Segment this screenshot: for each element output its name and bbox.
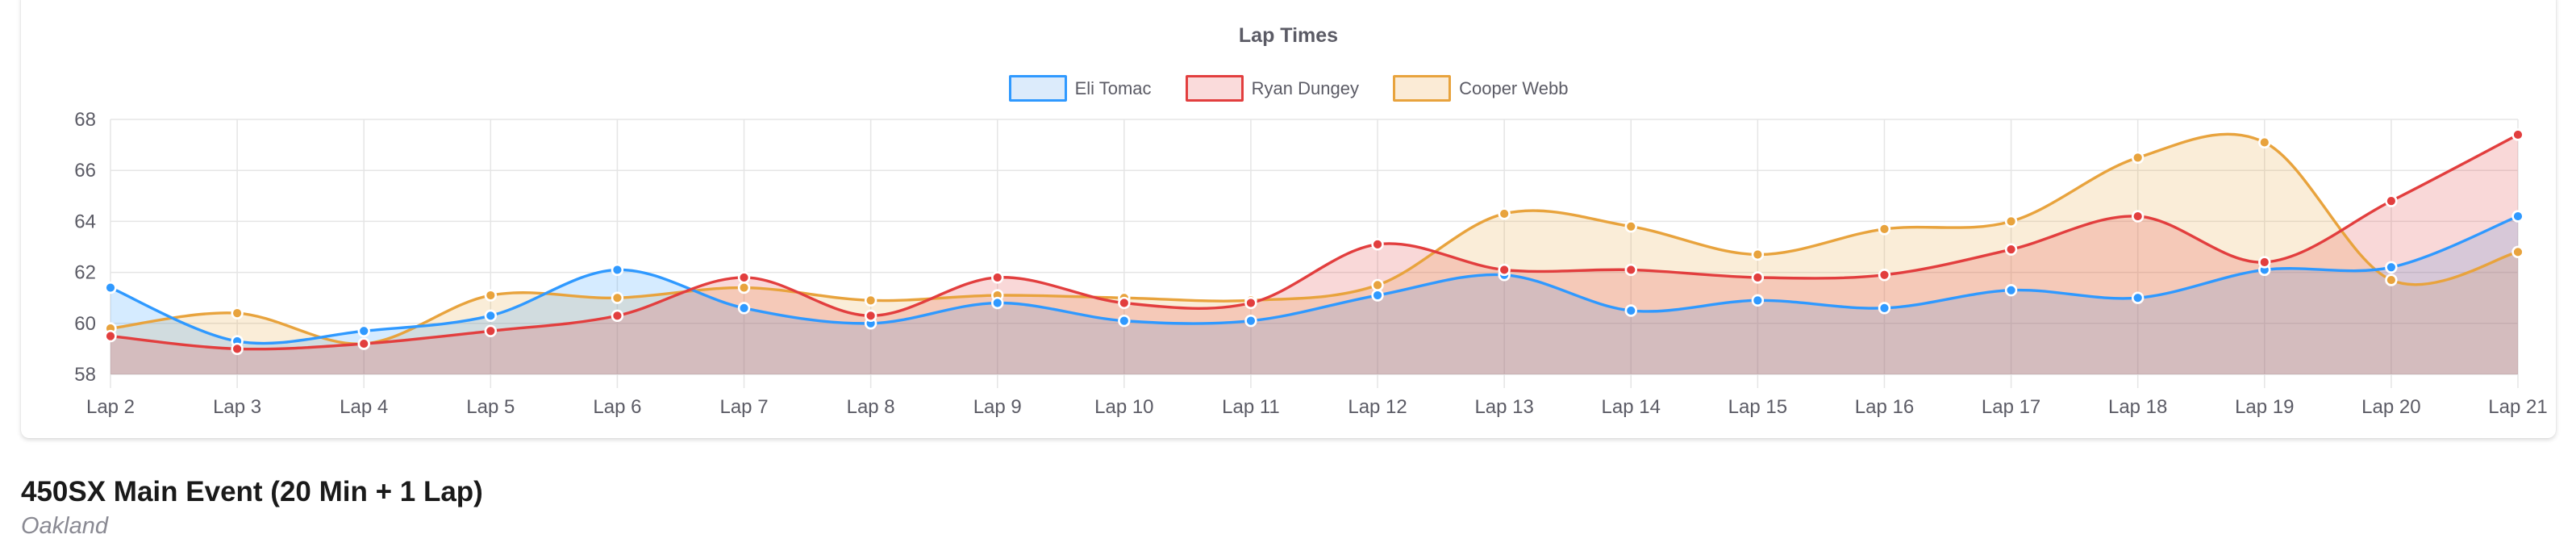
svg-text:Lap 7: Lap 7	[719, 396, 768, 418]
svg-text:Lap 16: Lap 16	[1855, 396, 1914, 418]
svg-text:Lap 17: Lap 17	[1982, 396, 2040, 418]
svg-text:Lap 4: Lap 4	[340, 396, 388, 418]
svg-text:58: 58	[74, 364, 96, 386]
svg-text:66: 66	[74, 160, 96, 182]
svg-text:Lap 20: Lap 20	[2361, 396, 2420, 418]
svg-text:Lap 2: Lap 2	[86, 396, 135, 418]
svg-text:Lap 8: Lap 8	[847, 396, 895, 418]
svg-text:Lap 6: Lap 6	[593, 396, 641, 418]
svg-text:Lap 9: Lap 9	[973, 396, 1022, 418]
svg-text:Lap 21: Lap 21	[2488, 396, 2547, 418]
svg-text:Lap 3: Lap 3	[213, 396, 261, 418]
svg-text:Lap 15: Lap 15	[1728, 396, 1787, 418]
svg-text:Lap 12: Lap 12	[1348, 396, 1407, 418]
svg-text:Lap 19: Lap 19	[2235, 396, 2294, 418]
svg-text:60: 60	[74, 313, 96, 335]
svg-text:Lap 10: Lap 10	[1094, 396, 1153, 418]
svg-text:Lap 14: Lap 14	[1602, 396, 1661, 418]
svg-text:Lap 11: Lap 11	[1222, 396, 1280, 418]
svg-text:Lap 18: Lap 18	[2108, 396, 2167, 418]
svg-text:62: 62	[74, 262, 96, 284]
svg-text:Lap 13: Lap 13	[1474, 396, 1533, 418]
svg-text:68: 68	[74, 109, 96, 131]
svg-text:Lap 5: Lap 5	[466, 396, 515, 418]
svg-text:64: 64	[74, 211, 96, 232]
